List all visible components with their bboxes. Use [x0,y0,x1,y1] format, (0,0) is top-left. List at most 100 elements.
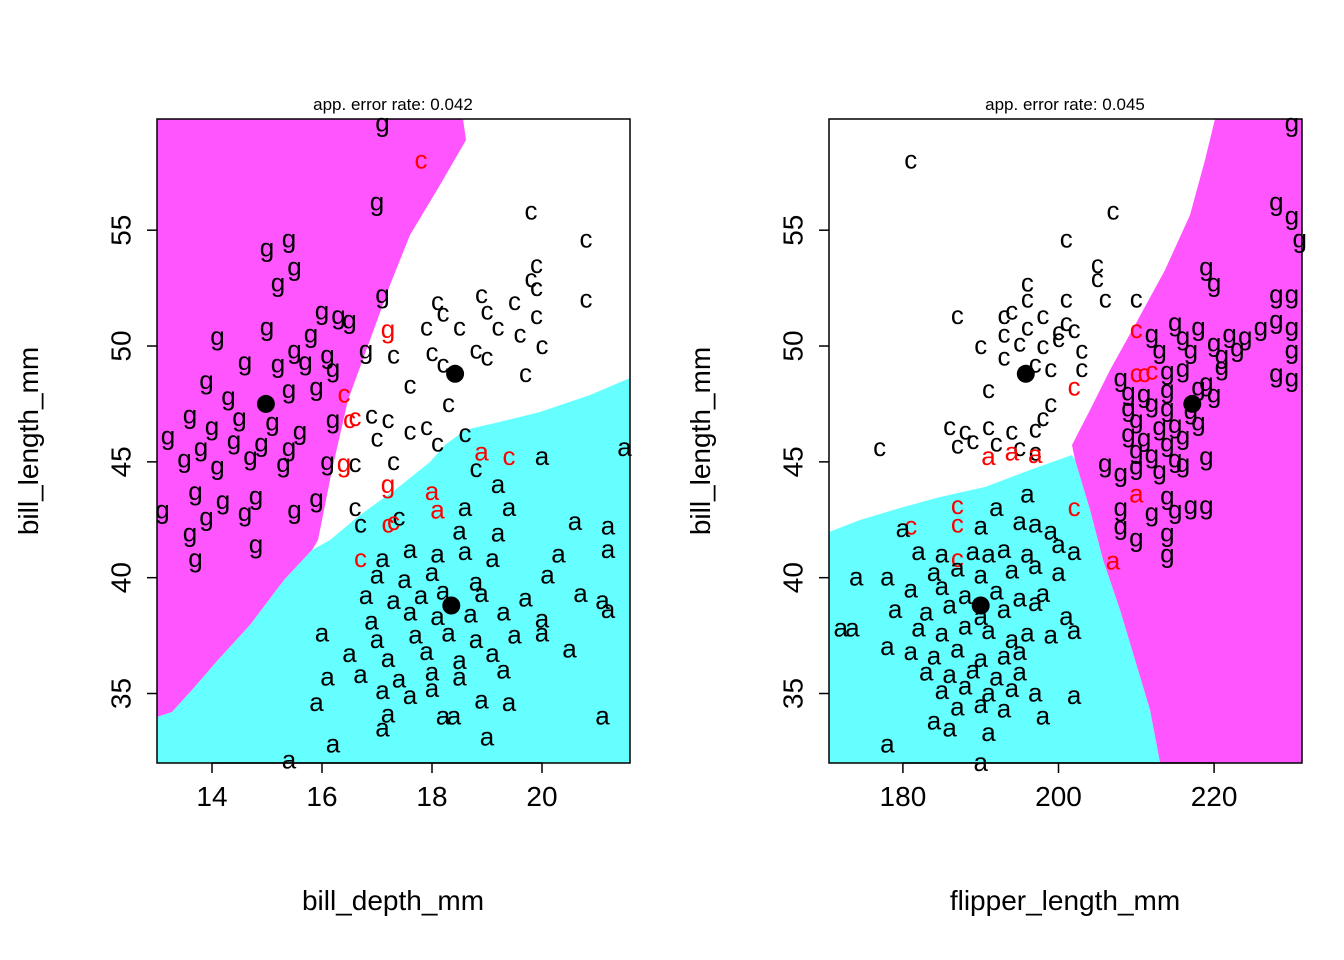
data-point-a: a [981,678,996,708]
data-point-g: g [271,349,285,379]
data-point-a: a [496,654,511,684]
data-point-c: c [354,508,367,538]
data-point-a: a [997,694,1012,724]
data-point-a: a [474,437,489,467]
y-axis-label: bill_length_mm [13,347,44,535]
centroid-a [442,596,461,615]
data-point-c: c [387,446,400,476]
data-point-a: a [903,573,918,603]
data-point-g: g [1238,321,1252,351]
data-point-a: a [370,559,385,589]
data-point-a: a [535,441,550,471]
data-point-a: a [502,492,517,522]
data-point-a: a [1028,587,1043,617]
data-point-a: a [364,606,379,636]
data-point-a: a [997,594,1012,624]
plot-title: app. error rate: 0.045 [985,95,1145,114]
x-axis: 180 200 220 [880,762,1237,812]
data-point-a: a [1051,557,1066,587]
decision-regions [829,119,1302,763]
data-point-a: a [425,557,440,587]
y-tick-label: 45 [778,446,809,477]
data-point-g: g [1145,318,1159,348]
data-point-c: c [530,272,543,302]
data-point-a: a [973,511,988,541]
data-point-c: c [530,300,543,330]
data-point-a: a [966,536,981,566]
data-point-a: a [935,539,950,569]
y-tick-label: 45 [106,446,137,477]
data-point-a: a [540,559,555,589]
data-point-a: a [601,594,616,624]
y-tick-label: 35 [106,678,137,709]
data-point-c: c [525,196,538,226]
data-point-c: c [426,337,439,367]
data-point-c: c [998,342,1011,372]
data-point-a: a [595,701,610,731]
data-point-g: g [1160,539,1174,569]
data-point-a: a [425,673,440,703]
data-point-g: g [1160,518,1174,548]
data-point-g: g [375,108,389,138]
data-point-a: a [1028,550,1043,580]
data-point-c: c [1075,335,1088,365]
data-point-a: a [403,680,418,710]
data-point-c: c [951,543,964,573]
data-point-g: g [1160,427,1174,457]
data-point-g: g [194,432,208,462]
decision-regions [157,119,630,763]
data-point-g: g [1207,379,1221,409]
data-point-a: a [896,513,911,543]
data-point-g: g [320,446,334,476]
data-point-g: g [1168,409,1182,439]
data-point-a: a [370,624,385,654]
data-point-g: g [342,305,356,335]
data-point-g: g [1285,312,1299,342]
data-point-g: g [1285,108,1299,138]
data-point-g: g [161,420,175,450]
y-tick-label: 55 [106,215,137,246]
data-point-c: c [536,330,549,360]
data-point-g: g [1160,481,1174,511]
data-point-a: a [601,511,616,541]
data-point-g: g [1199,490,1213,520]
data-point-g: g [1199,441,1213,471]
data-point-a: a [474,685,489,715]
data-point-a: a [935,617,950,647]
y-tick-label: 50 [778,330,809,361]
data-point-a: a [833,613,848,643]
data-point-a: a [408,620,423,650]
data-point-g: g [1113,511,1127,541]
data-point-g: g [1098,448,1112,478]
data-point-g: g [1176,448,1190,478]
data-point-a: a [935,571,950,601]
data-point-c: c [580,284,593,314]
data-point-c: c [1021,268,1034,298]
data-point-g: g [1145,497,1159,527]
y-tick-label: 40 [106,562,137,593]
plot-title: app. error rate: 0.042 [313,95,473,114]
class-centroids [256,364,465,615]
data-point-c: c [982,374,995,404]
data-point-a: a [880,631,895,661]
data-point-a: a [950,691,965,721]
data-point-a: a [927,640,942,670]
data-point-g: g [282,374,296,404]
data-point-g: g [1129,451,1143,481]
data-point-c: c [338,379,351,409]
data-point-g: g [183,518,197,548]
centroid-c [1016,364,1035,383]
data-point-g: g [282,432,296,462]
data-point-a: a [1067,615,1082,645]
data-point-g: g [1269,279,1283,309]
data-point-g: g [1199,367,1213,397]
data-point-g: g [1113,363,1127,393]
data-point-c: c [998,318,1011,348]
data-point-g: g [1160,393,1174,423]
data-point-a: a [1028,439,1043,469]
data-point-a: a [981,717,996,747]
data-point-a: a [1012,657,1027,687]
data-point-a: a [617,432,632,462]
